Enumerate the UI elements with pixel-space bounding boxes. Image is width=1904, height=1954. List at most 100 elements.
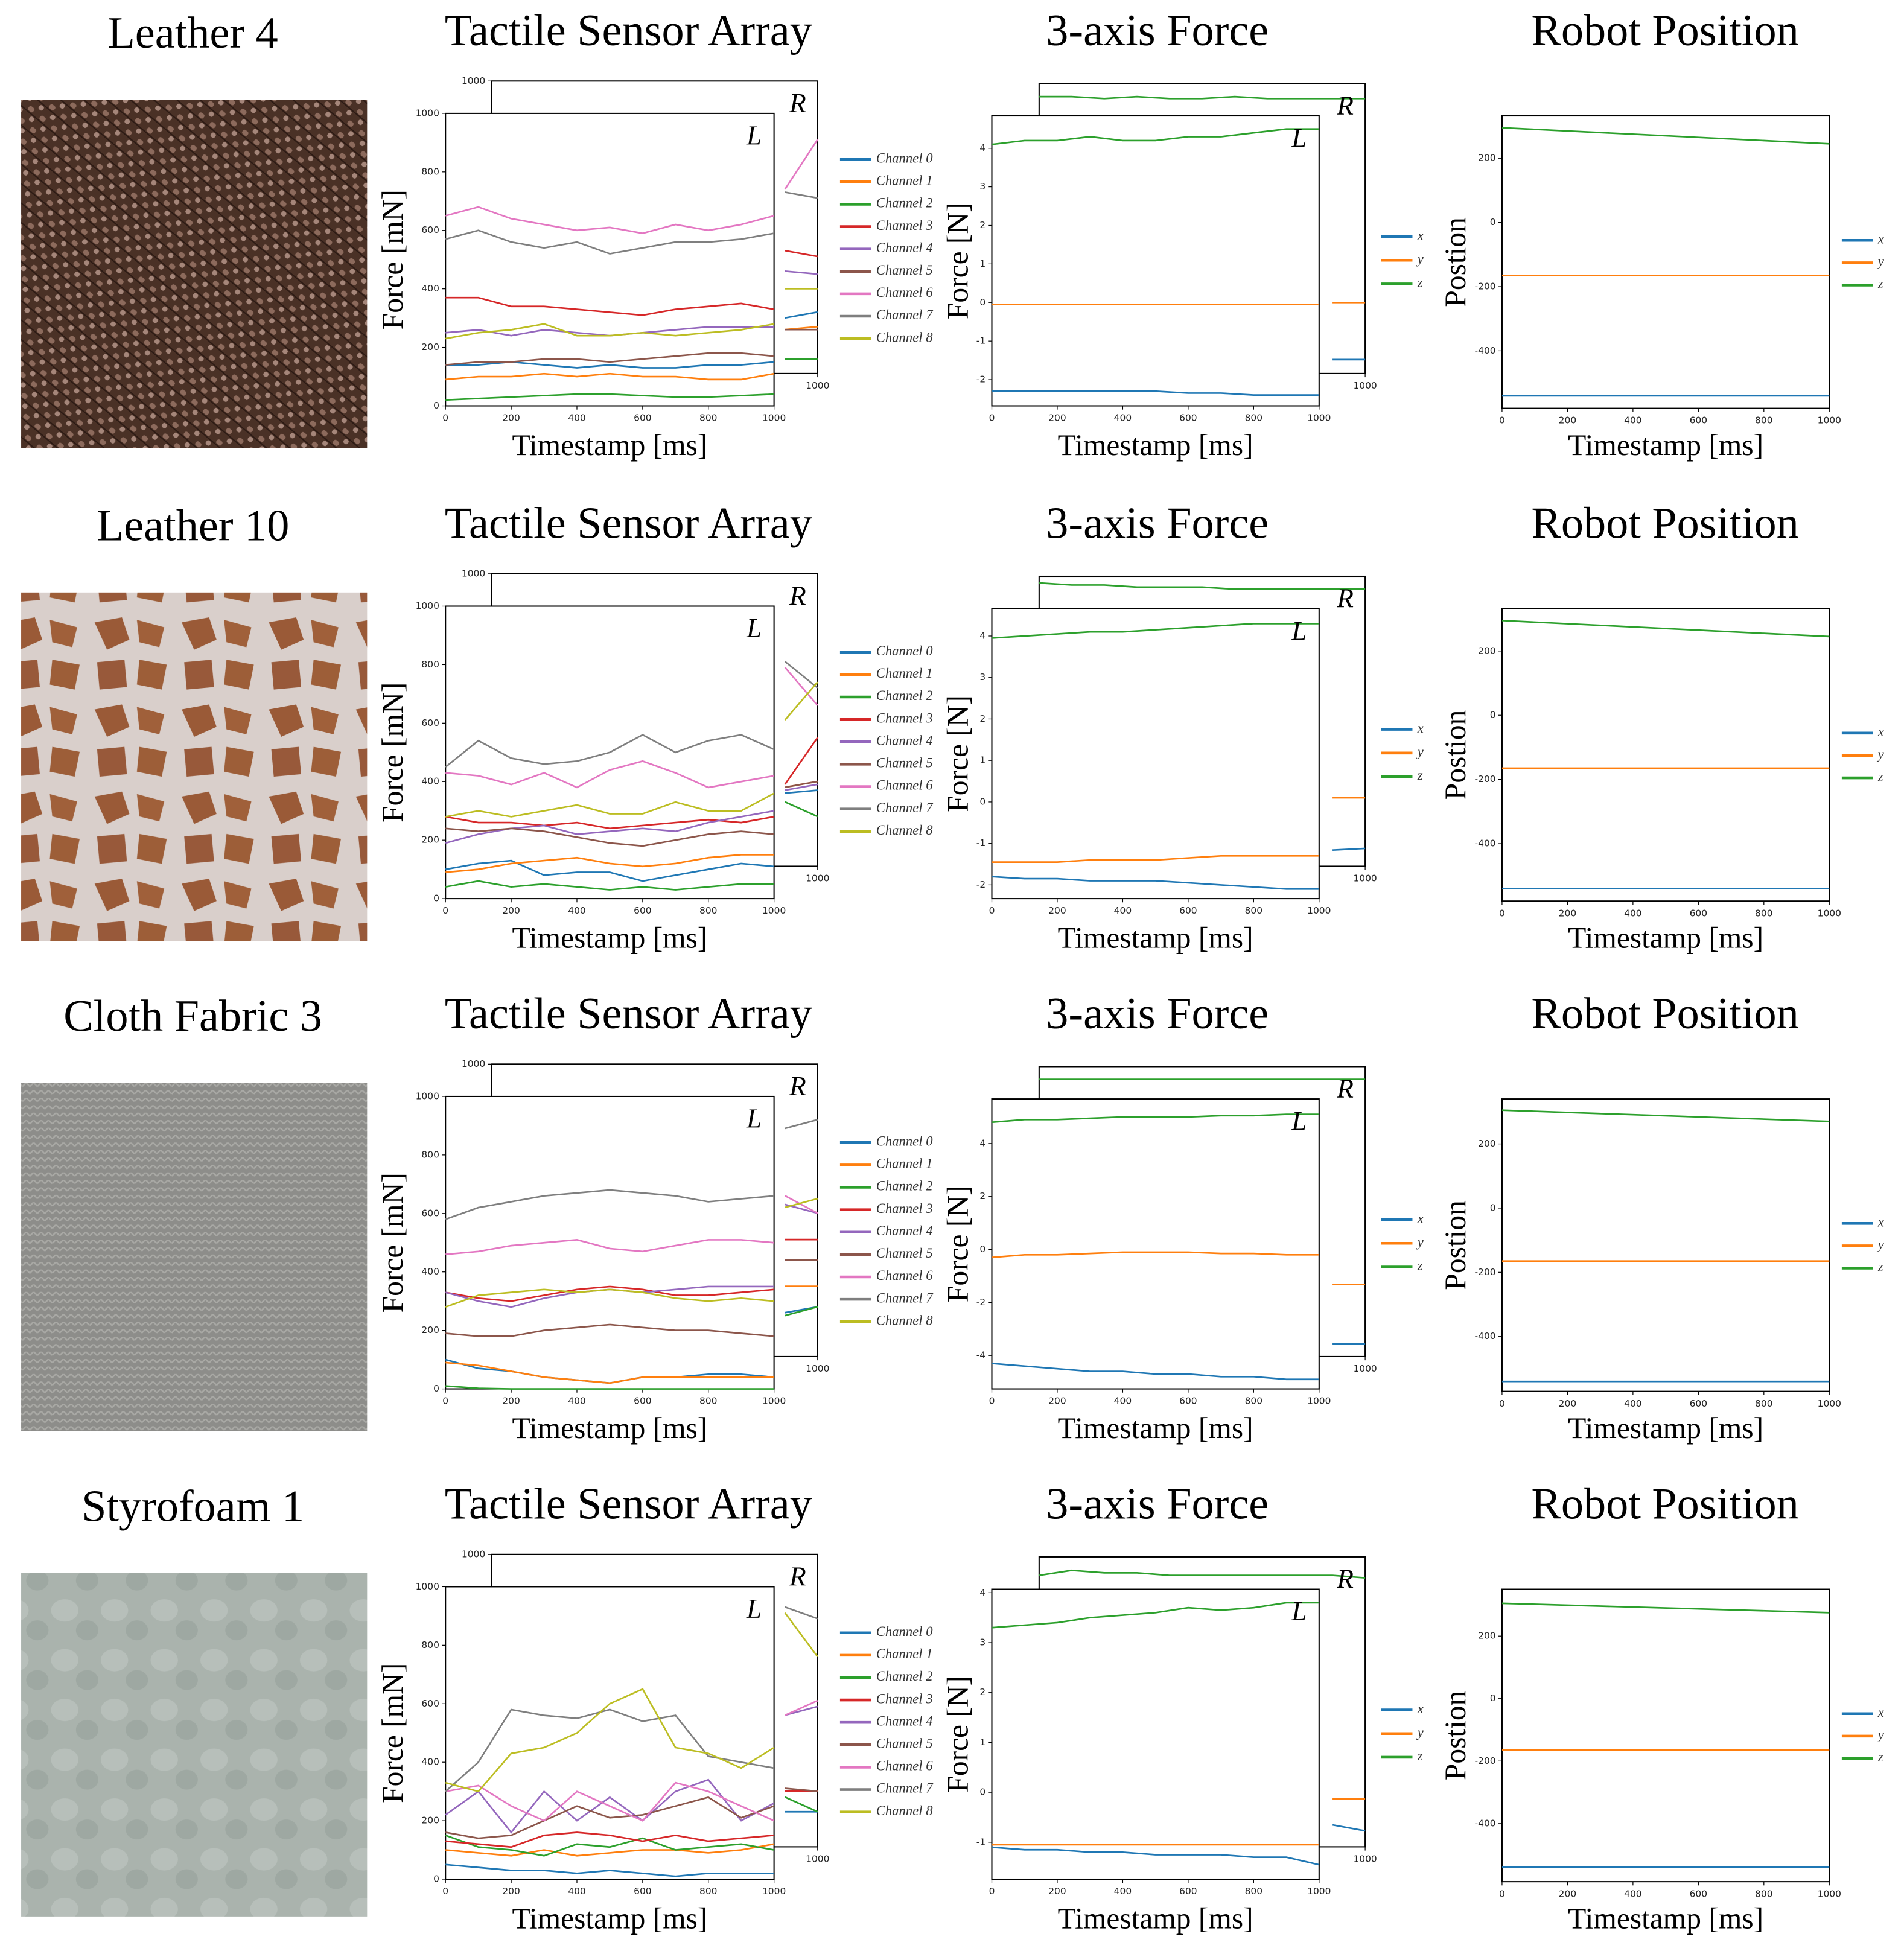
- x-tick-label: 0: [1499, 1398, 1505, 1409]
- chart-title: Robot Position: [1531, 499, 1798, 549]
- legend-label: Channel 8: [876, 329, 933, 345]
- panel-label: L: [746, 613, 762, 643]
- series-line: [445, 880, 774, 891]
- x-tick-label: 600: [634, 1396, 652, 1407]
- series-line: [445, 1835, 774, 1857]
- x-tick-label: 400: [1114, 1396, 1132, 1407]
- x-axis-label: Timestamp [ms]: [1568, 1411, 1763, 1445]
- x-tick-label: 400: [1624, 1398, 1642, 1409]
- series-line: [992, 1251, 1319, 1259]
- series-line: [785, 1699, 818, 1716]
- chart-title: Tactile Sensor Array: [445, 499, 812, 549]
- x-tick-label: 1000: [1818, 1398, 1841, 1409]
- legend-label: Channel 0: [876, 1133, 933, 1148]
- x-tick-label: 1000: [762, 905, 786, 916]
- series-line: [445, 734, 775, 768]
- y-tick-label: 3: [979, 1637, 985, 1648]
- y-tick-label: 0: [1490, 217, 1496, 228]
- x-tick-label: 1000: [762, 413, 786, 424]
- x-tick-label: 800: [1245, 413, 1262, 424]
- chart-panel: -400 -200 0 200 0 200 400 600 800 1000 Robot Posit…: [1439, 989, 1885, 1445]
- panel-label: R: [789, 88, 806, 118]
- y-tick-label: 2: [979, 1191, 985, 1201]
- x-tick-label: 1000: [1307, 905, 1331, 916]
- x-tick-label: 200: [1048, 905, 1066, 916]
- chart-title: 3-axis Force: [1046, 6, 1269, 56]
- panel-label: R: [789, 581, 806, 611]
- series-line: [1332, 847, 1366, 851]
- legend-label: x: [1417, 1211, 1424, 1226]
- legend-label: Channel 6: [876, 285, 933, 300]
- x-tick-label: 600: [634, 413, 652, 424]
- y-tick-label: 200: [1478, 645, 1496, 656]
- panel-label: R: [1336, 1074, 1354, 1104]
- material-photo: [21, 1083, 368, 1431]
- panel-label: L: [746, 1104, 762, 1134]
- y-tick-label: 1000: [416, 107, 439, 118]
- y-tick-label: 400: [421, 1757, 439, 1768]
- y-tick-label: 200: [421, 1325, 439, 1335]
- legend-label: Channel 6: [876, 1268, 933, 1283]
- y-tick-label: -400: [1475, 838, 1496, 848]
- y-axis-label: Force [N]: [941, 202, 974, 319]
- series-line: [445, 1385, 774, 1390]
- x-tick-label: 800: [699, 905, 718, 916]
- x-tick-label: 200: [502, 905, 520, 916]
- legend-label: z: [1877, 1259, 1883, 1275]
- x-tick-label: 1000: [1307, 1396, 1331, 1407]
- x-tick-label: 1000: [1353, 1854, 1377, 1865]
- series-line: [445, 1361, 774, 1384]
- series-line: [785, 311, 818, 319]
- series-line: [445, 792, 775, 818]
- legend-label: Channel 0: [876, 1624, 933, 1639]
- x-tick-label: 200: [502, 413, 520, 424]
- x-tick-label: 600: [1179, 413, 1197, 424]
- series-line: [992, 128, 1319, 145]
- legend-label: Channel 4: [876, 1223, 933, 1238]
- y-tick-label: 0: [979, 796, 985, 807]
- y-tick-label: 0: [1490, 1202, 1496, 1213]
- x-tick-label: 600: [634, 1886, 652, 1897]
- y-tick-label: 0: [979, 1787, 985, 1798]
- x-axis-label: Timestamp [ms]: [1058, 1901, 1253, 1935]
- y-tick-label: 600: [421, 718, 439, 728]
- y-axis-label: Force [N]: [941, 1185, 974, 1302]
- x-tick-label: 600: [1179, 1396, 1197, 1407]
- y-tick-label: -200: [1475, 1755, 1496, 1766]
- x-tick-label: 800: [1245, 1886, 1262, 1897]
- x-tick-label: 0: [442, 905, 448, 916]
- series-line: [445, 1781, 775, 1822]
- y-tick-label: 200: [421, 1815, 439, 1826]
- legend-label: y: [1877, 254, 1885, 269]
- y-axis-label: Postion: [1439, 1691, 1472, 1781]
- series-line: [785, 789, 818, 794]
- x-tick-label: 200: [502, 1396, 520, 1407]
- x-axis-label: Timestamp [ms]: [1568, 1901, 1763, 1935]
- series-line: [445, 1288, 774, 1308]
- y-tick-label: 0: [1490, 710, 1496, 721]
- y-tick-label: 1000: [416, 1581, 439, 1592]
- x-axis-label: Timestamp [ms]: [1568, 921, 1763, 955]
- legend-label: y: [1416, 744, 1424, 759]
- y-tick-label: -2: [976, 374, 985, 385]
- x-tick-label: 400: [568, 413, 586, 424]
- series-line: [1501, 127, 1830, 145]
- legend-label: y: [1416, 1234, 1424, 1249]
- series-line: [785, 780, 818, 788]
- x-tick-label: 800: [1755, 908, 1773, 918]
- y-tick-label: 2: [979, 220, 985, 231]
- y-tick-label: 0: [979, 297, 985, 308]
- plot-frame: [445, 112, 775, 407]
- legend-label: Channel 7: [876, 307, 934, 322]
- series-line: [992, 854, 1319, 863]
- chart-title: Tactile Sensor Array: [445, 1480, 812, 1529]
- chart-panel: 0 200 400 600 800 1000 0 200 400 600 800 1000 L Tacti…: [376, 6, 934, 462]
- y-tick-label: 200: [1478, 1138, 1496, 1149]
- x-tick-label: 0: [989, 1886, 995, 1897]
- x-tick-label: 1000: [1818, 1888, 1841, 1899]
- chart-title: Tactile Sensor Array: [445, 6, 812, 56]
- y-tick-label: 0: [979, 1244, 985, 1255]
- legend-label: Channel 5: [876, 756, 933, 771]
- legend-label: x: [1877, 724, 1884, 739]
- x-tick-label: 800: [1245, 1396, 1262, 1407]
